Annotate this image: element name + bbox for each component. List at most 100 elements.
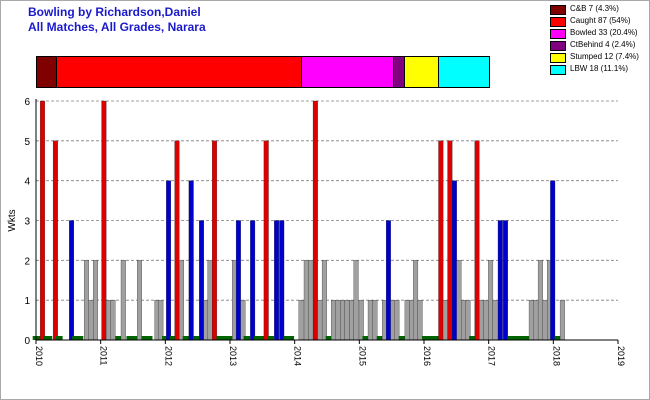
wicket-bar xyxy=(503,220,508,341)
wicket-bar xyxy=(385,220,391,341)
wicket-bar xyxy=(312,100,318,341)
legend-label-ctbehind: CtBehind 4 (2.4%) xyxy=(570,40,636,49)
wicket-bar xyxy=(240,300,246,341)
x-tick-label: 2012 xyxy=(163,346,173,366)
wicket-bar xyxy=(353,260,359,341)
zero-wicket-marker xyxy=(283,336,291,340)
zero-wicket-marker xyxy=(169,336,177,340)
wicket-bar xyxy=(88,300,94,341)
wicket-bar xyxy=(559,300,565,341)
wicket-bar xyxy=(413,260,419,341)
zero-wicket-marker xyxy=(554,336,562,340)
wicket-bar xyxy=(69,220,75,341)
stack-segment-bowled xyxy=(301,57,395,87)
wicket-bar xyxy=(456,260,462,341)
zero-wicket-marker xyxy=(72,336,79,340)
wicket-bar xyxy=(83,260,89,341)
wicket-bar xyxy=(404,300,410,341)
wicket-bar xyxy=(438,140,444,341)
legend-label-cab: C&B 7 (4.3%) xyxy=(570,4,619,13)
zero-wicket-marker xyxy=(507,336,514,340)
zero-wicket-marker xyxy=(432,336,439,340)
y-tick-label: 6 xyxy=(24,97,30,108)
wicket-bar xyxy=(479,300,485,341)
wicket-bar xyxy=(174,140,180,341)
zero-wicket-marker xyxy=(243,336,251,340)
zero-wicket-marker xyxy=(469,336,476,340)
zero-wicket-marker xyxy=(253,336,261,340)
zero-wicket-marker xyxy=(421,336,429,340)
zero-wicket-marker xyxy=(216,336,223,340)
legend-label-caught: Caught 87 (54%) xyxy=(570,16,631,25)
wicket-bar xyxy=(349,300,355,341)
zero-wicket-marker xyxy=(130,336,138,340)
legend-swatch-caught xyxy=(550,17,566,27)
wicket-bar xyxy=(321,260,327,341)
y-tick-label: 5 xyxy=(24,137,30,148)
wicket-bar xyxy=(451,180,457,341)
wicket-bar xyxy=(465,300,471,341)
x-tick-label: 2018 xyxy=(551,346,561,366)
wicket-bar xyxy=(447,140,453,341)
legend-swatch-ctbehind xyxy=(550,41,566,51)
wicket-bar xyxy=(279,220,285,341)
legend-swatch-lbw xyxy=(550,65,566,75)
stack-segment-ctbehind xyxy=(394,57,406,87)
legend-swatch-bowled xyxy=(550,29,566,39)
x-tick-label: 2015 xyxy=(357,346,367,366)
zero-wicket-marker xyxy=(115,336,123,340)
zero-wicket-marker xyxy=(45,336,53,340)
wicket-bar xyxy=(344,300,350,341)
wicket-bar xyxy=(331,300,336,341)
zero-wicket-marker xyxy=(222,336,229,340)
zero-wicket-marker xyxy=(362,336,370,340)
wicket-bar xyxy=(340,300,345,341)
y-tick-label: 0 xyxy=(24,336,30,347)
wicket-bar xyxy=(367,300,373,341)
wicket-bar xyxy=(110,300,116,341)
wicket-bar xyxy=(488,260,494,341)
y-tick-label: 1 xyxy=(24,296,30,307)
zero-wicket-marker xyxy=(35,336,43,340)
wicket-bar xyxy=(199,220,204,341)
wicket-bar xyxy=(101,100,107,341)
y-tick-label: 2 xyxy=(24,256,30,267)
zero-wicket-marker xyxy=(141,336,148,340)
wicket-bar xyxy=(533,300,539,341)
legend-swatch-stumped xyxy=(550,53,566,63)
stack-segment-cab xyxy=(37,57,57,87)
wicket-bar xyxy=(105,300,111,341)
wicket-bar xyxy=(166,180,172,341)
wicket-bar xyxy=(528,300,534,341)
zero-wicket-marker xyxy=(76,336,84,340)
wicket-bar xyxy=(542,300,548,341)
wicket-bar xyxy=(207,260,213,341)
legend-swatch-cab xyxy=(550,5,566,15)
zero-wicket-marker xyxy=(522,336,530,340)
wicket-bar xyxy=(52,140,58,341)
stack-segment-caught xyxy=(56,57,302,87)
zero-wicket-marker xyxy=(162,336,169,340)
stack-segment-lbw xyxy=(438,57,489,87)
wicket-bar xyxy=(317,300,323,341)
zero-wicket-marker xyxy=(517,336,525,340)
wicket-bar xyxy=(235,220,241,341)
zero-wicket-marker xyxy=(325,336,333,340)
zero-wicket-marker xyxy=(287,336,295,340)
legend-label-stumped: Stumped 12 (7.4%) xyxy=(570,52,639,61)
wicket-bar xyxy=(483,300,489,341)
wicket-bar xyxy=(93,260,98,341)
y-axis-label: Wkts xyxy=(7,209,18,231)
stack-segment-stumped xyxy=(405,57,439,87)
wicket-bar xyxy=(335,300,341,341)
x-tick-label: 2014 xyxy=(293,346,303,366)
dismissal-breakdown-bar xyxy=(36,56,490,88)
wicket-bar xyxy=(537,260,543,341)
zero-wicket-marker xyxy=(512,336,520,340)
wicket-bar xyxy=(303,260,309,341)
wicket-bar xyxy=(492,300,498,341)
wicket-bar xyxy=(550,180,556,341)
zero-wicket-marker xyxy=(193,336,200,340)
wicket-bar xyxy=(474,140,480,341)
